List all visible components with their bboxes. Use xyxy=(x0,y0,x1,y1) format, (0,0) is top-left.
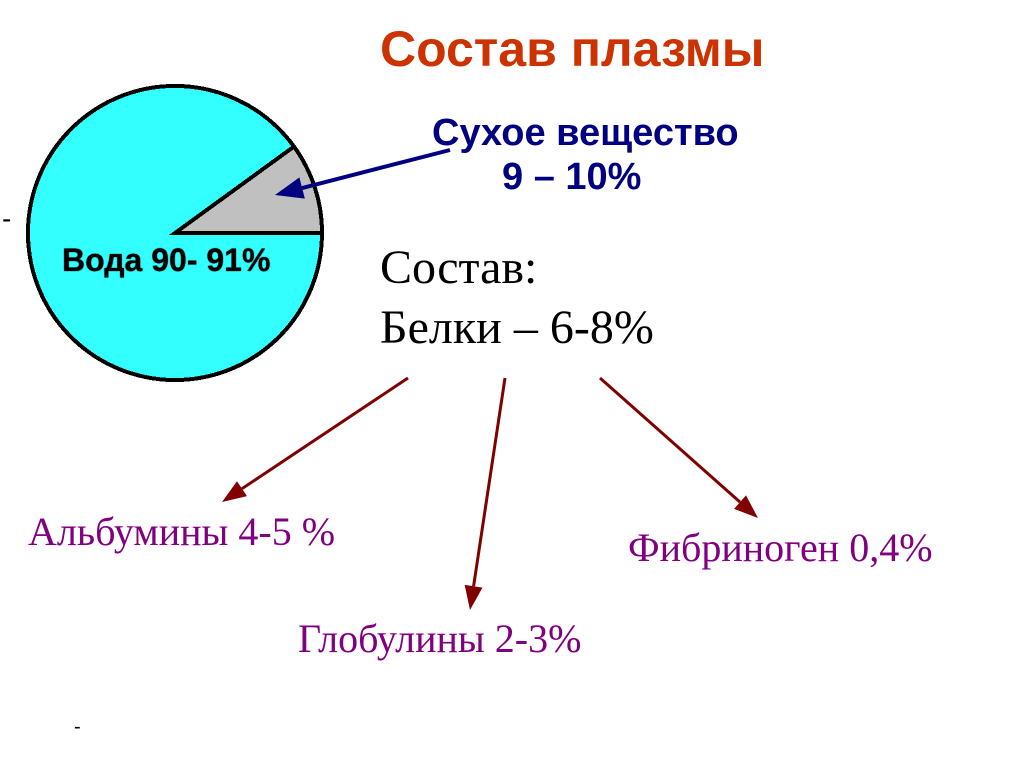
dry-label-line2: 9 – 10% xyxy=(432,156,739,200)
breakdown-arrow-2-head xyxy=(734,495,758,518)
breakdown-arrow-0-shaft xyxy=(242,378,408,489)
breakdown-arrow-0-head xyxy=(222,481,247,502)
dry-label-line1: Сухое вещество xyxy=(432,112,739,156)
pie-chart xyxy=(20,78,330,388)
pie-label-water: Вода 90- 91% xyxy=(62,242,270,279)
decoration-dash-left: - xyxy=(2,203,11,235)
protein-albumins: Альбумины 4-5 % xyxy=(28,508,335,555)
protein-fibrinogen: Фибриноген 0,4% xyxy=(628,524,933,571)
decoration-dash: - xyxy=(74,716,81,739)
slide: Состав плазмы - Вода 90- 91% Сухое вещес… xyxy=(0,0,1024,767)
breakdown-arrow-1-head xyxy=(465,585,483,610)
breakdown-arrow-2-shaft xyxy=(600,378,740,502)
protein-globulins: Глобулины 2-3% xyxy=(298,615,581,662)
composition-block: Состав: Белки – 6-8% xyxy=(380,238,654,358)
pie-label-dry: Сухое вещество 9 – 10% xyxy=(432,112,739,199)
page-title: Состав плазмы xyxy=(380,20,764,78)
composition-proteins: Белки – 6-8% xyxy=(380,298,654,358)
breakdown-arrow-1-shaft xyxy=(474,378,505,586)
composition-heading: Состав: xyxy=(380,238,654,298)
